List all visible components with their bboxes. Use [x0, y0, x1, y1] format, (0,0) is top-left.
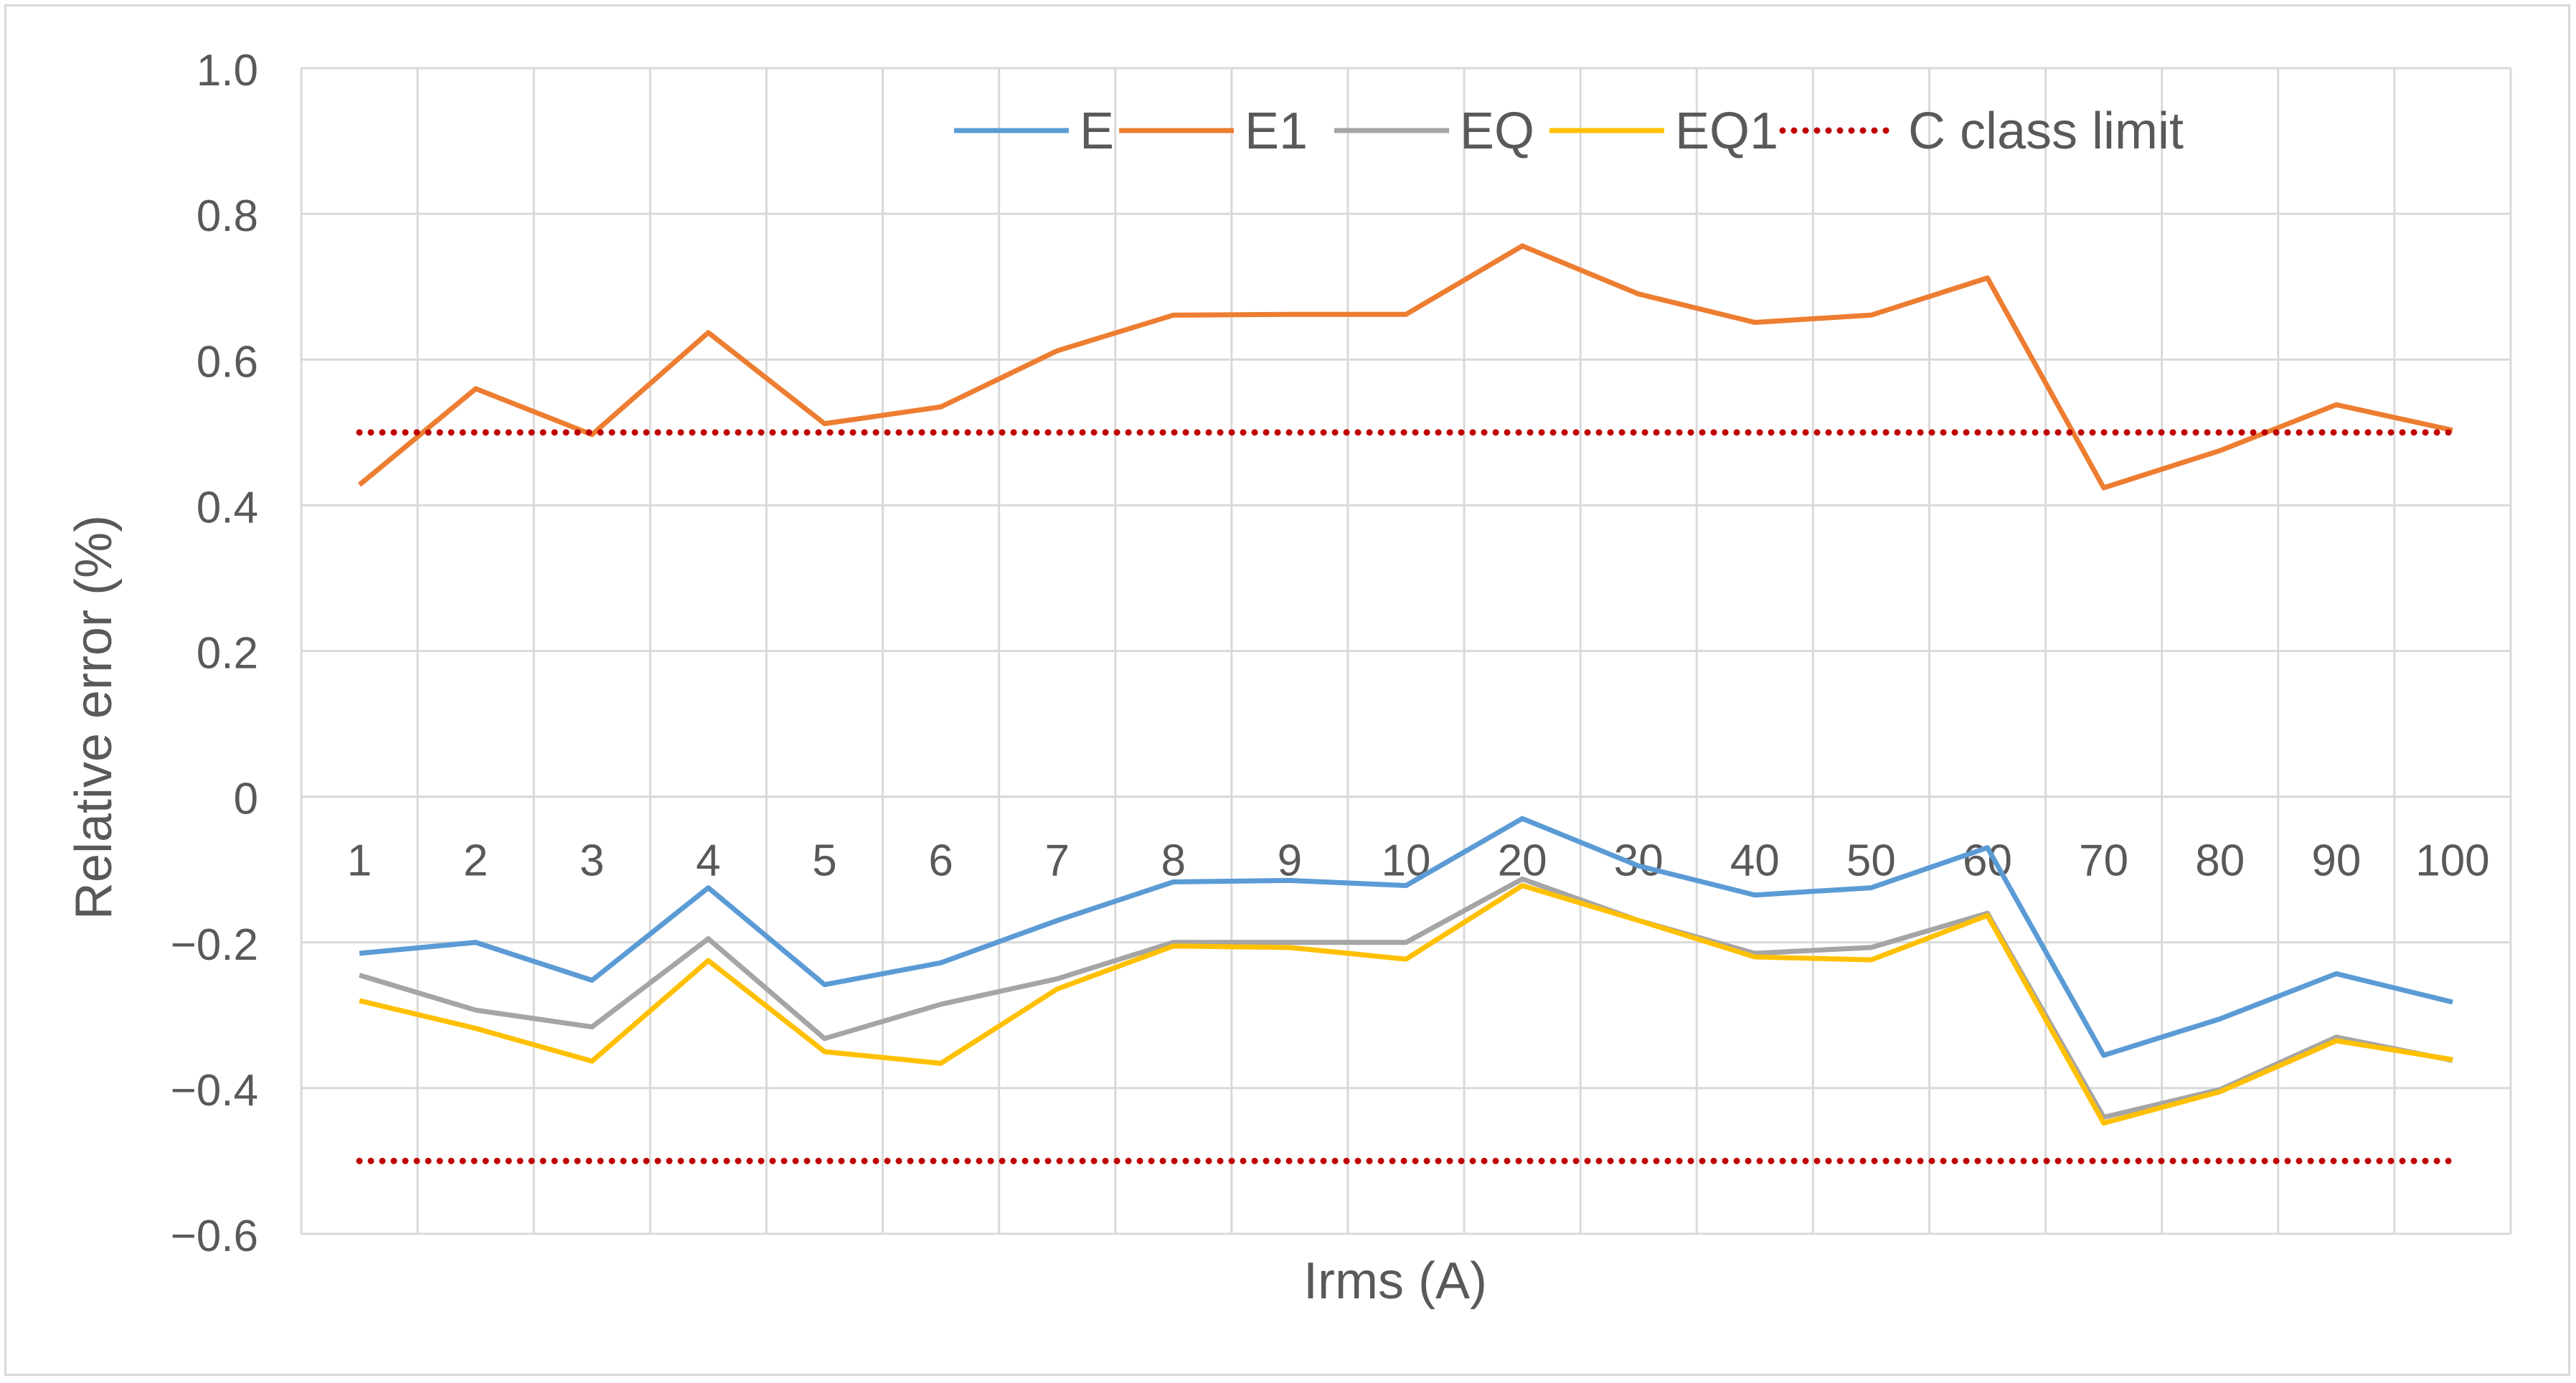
x-tick-label: 5 — [812, 836, 836, 886]
legend-label: E — [1080, 103, 1114, 160]
y-tick-label: −0.6 — [171, 1212, 258, 1261]
y-tick-label: 0 — [234, 775, 258, 824]
x-tick-label: 2 — [463, 836, 488, 886]
x-tick-label: 4 — [696, 836, 720, 886]
legend-label: E1 — [1245, 103, 1308, 160]
series-line-e1 — [357, 243, 2453, 491]
series-line-e — [359, 816, 2453, 1058]
x-tick-label: 6 — [928, 836, 953, 886]
x-tick-label: 80 — [2195, 836, 2245, 886]
series-line-eq1 — [359, 883, 2453, 1126]
y-tick-label: 0.4 — [197, 483, 258, 532]
legend: E E1 EQ EQ1 C class limit — [954, 103, 2184, 160]
x-tick-label: 70 — [2079, 836, 2128, 886]
x-tick-label: 90 — [2311, 836, 2361, 886]
x-tick-label: 3 — [580, 836, 604, 886]
x-tick-label: 100 — [2415, 836, 2489, 886]
y-tick-label: 1.0 — [197, 46, 258, 95]
x-tick-label: 50 — [1846, 836, 1896, 886]
series-line-eq — [359, 876, 2453, 1120]
x-tick-label: 1 — [347, 836, 372, 886]
y-tick-label: 0.2 — [197, 629, 258, 679]
gridlines — [300, 67, 2512, 1235]
y-tick-label: −0.4 — [171, 1066, 258, 1115]
y-tick-label: −0.2 — [171, 920, 258, 970]
y-tick-label: 0.6 — [197, 337, 258, 387]
series-lines — [356, 243, 2456, 1164]
y-tick-label: 0.8 — [197, 192, 258, 241]
legend-label: EQ — [1460, 103, 1534, 160]
legend-label: C class limit — [1908, 103, 2184, 160]
x-tick-label: 7 — [1044, 836, 1069, 886]
x-axis-label: Irms (A) — [1303, 1252, 1487, 1310]
y-tick-labels: 1.0 0.8 0.6 0.4 0.2 0 −0.2 −0.4 −0.6 — [171, 46, 258, 1261]
x-tick-label: 8 — [1161, 836, 1186, 886]
y-axis-label: Relative error (%) — [65, 515, 123, 920]
x-tick-label: 40 — [1730, 836, 1780, 886]
x-tick-labels: 1 2 3 4 5 6 7 8 9 10 20 30 40 50 60 70 80 90 100 — [347, 836, 2490, 886]
chart-frame — [4, 4, 2570, 1376]
legend-label: EQ1 — [1675, 103, 1778, 160]
x-tick-label: 9 — [1278, 836, 1302, 886]
